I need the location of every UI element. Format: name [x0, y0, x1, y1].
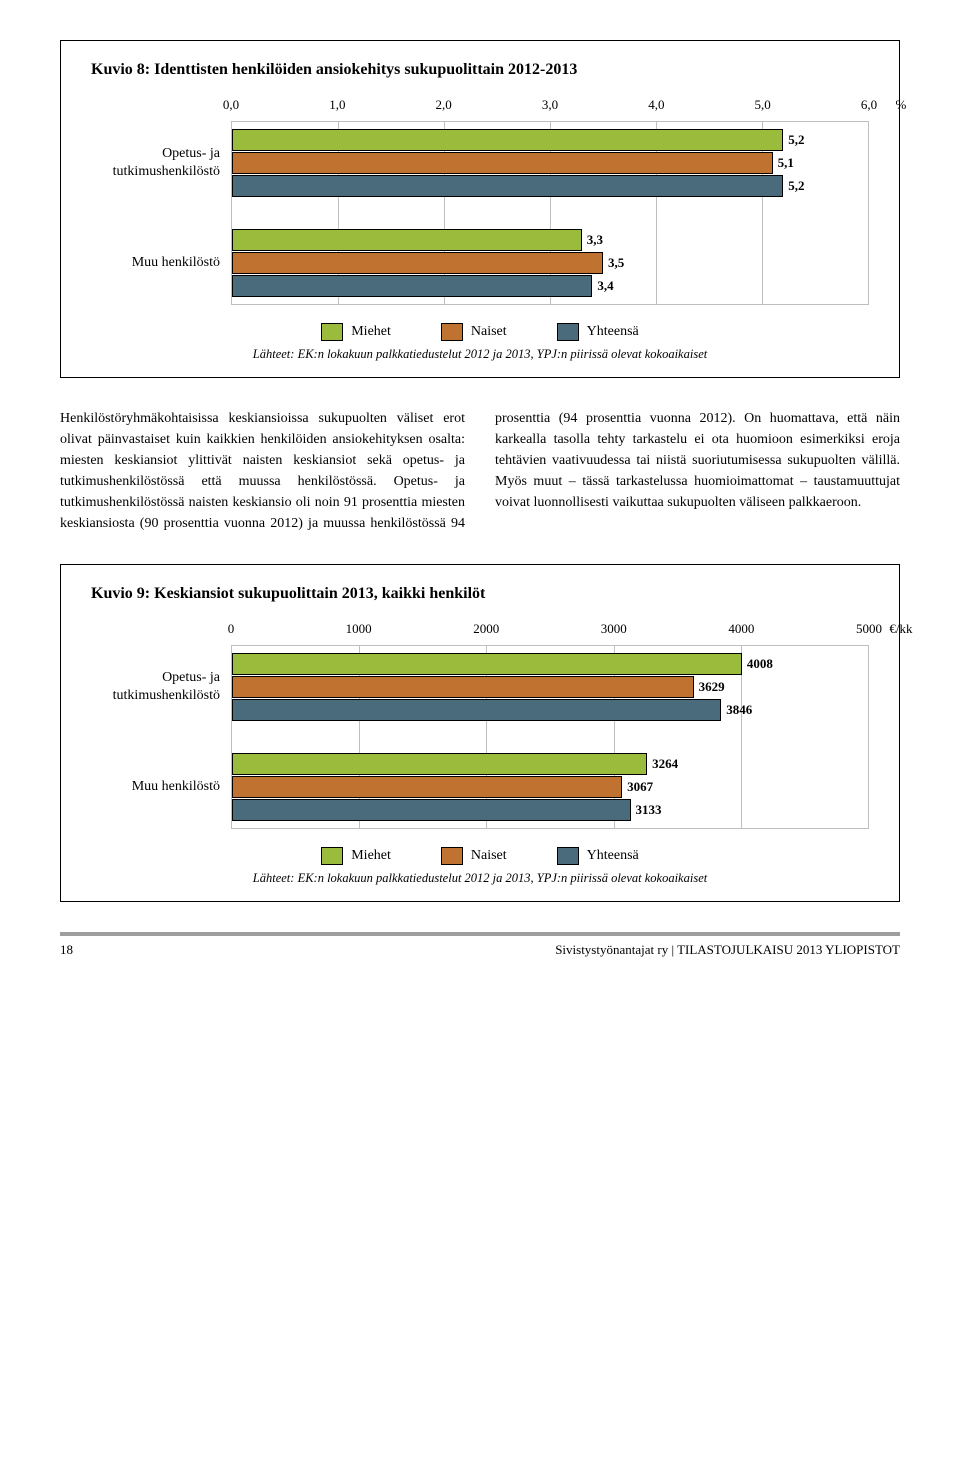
bar-naiset: 3067: [232, 776, 622, 798]
bar-row: 3846: [232, 699, 868, 721]
bar-miehet: 3264: [232, 753, 647, 775]
bar-yhteensa: 3133: [232, 799, 631, 821]
legend-swatch: [557, 847, 579, 865]
legend-label: Miehet: [351, 848, 391, 864]
legend-label: Naiset: [471, 324, 507, 340]
category-group: Opetus- jatutkimushenkilöstö400836293846: [232, 646, 868, 728]
bar-yhteensa: 5,2: [232, 175, 783, 197]
chart-9: Kuvio 9: Keskiansiot sukupuolittain 2013…: [60, 564, 900, 902]
bar-value-label: 3133: [630, 802, 662, 818]
chart-9-legend: Miehet Naiset Yhteensä: [91, 847, 869, 865]
bar-row: 3,5: [232, 252, 868, 274]
category-group: Opetus- jatutkimushenkilöstö5,25,15,2: [232, 122, 868, 204]
bar-row: 3629: [232, 676, 868, 698]
bar-miehet: 3,3: [232, 229, 582, 251]
category-label: Opetus- jatutkimushenkilöstö: [90, 145, 232, 181]
category-label: Muu henkilöstö: [90, 778, 232, 796]
chart-9-source: Lähteet: EK:n lokakuun palkkatiedustelut…: [91, 871, 869, 886]
legend-item-naiset: Naiset: [441, 323, 507, 341]
bar-value-label: 3,5: [602, 255, 624, 271]
body-paragraph: Henkilöstöryhmäkohtaisissa keskiansioiss…: [60, 408, 900, 534]
chart-8: Kuvio 8: Identtisten henkilöiden ansioke…: [60, 40, 900, 378]
bar-value-label: 3846: [720, 702, 752, 718]
bar-value-label: 5,2: [782, 178, 804, 194]
x-tick: 5000: [856, 621, 882, 637]
bar-row: 3067: [232, 776, 868, 798]
x-tick: 3000: [601, 621, 627, 637]
category-gap: [232, 728, 868, 746]
legend-item-naiset: Naiset: [441, 847, 507, 865]
chart-8-x-axis: 0,01,02,03,04,05,06,0%: [231, 97, 869, 121]
chart-8-legend: Miehet Naiset Yhteensä: [91, 323, 869, 341]
bar-value-label: 3,3: [581, 232, 603, 248]
chart-8-title: Kuvio 8: Identtisten henkilöiden ansioke…: [91, 61, 869, 79]
x-tick: 3,0: [542, 97, 558, 113]
bar-miehet: 4008: [232, 653, 742, 675]
footer-publication: Sivistystyönantajat ry | TILASTOJULKAISU…: [555, 942, 900, 958]
chart-9-x-axis: 010002000300040005000€/kk: [231, 621, 869, 645]
x-tick: 2000: [473, 621, 499, 637]
page-number: 18: [60, 942, 73, 958]
bar-yhteensa: 3846: [232, 699, 721, 721]
category-label: Muu henkilöstö: [90, 254, 232, 272]
x-tick: 2,0: [436, 97, 452, 113]
bar-row: 5,2: [232, 175, 868, 197]
bar-value-label: 5,1: [772, 155, 794, 171]
legend-label: Miehet: [351, 324, 391, 340]
x-tick: 1,0: [329, 97, 345, 113]
category-group: Muu henkilöstö3,33,53,4: [232, 222, 868, 304]
x-tick: 1000: [346, 621, 372, 637]
bar-value-label: 3,4: [591, 278, 613, 294]
gridline: [868, 646, 869, 828]
page-footer: 18 Sivistystyönantajat ry | TILASTOJULKA…: [60, 932, 900, 958]
bar-value-label: 3264: [646, 756, 678, 772]
bar-naiset: 5,1: [232, 152, 773, 174]
legend-item-yhteensa: Yhteensä: [557, 847, 639, 865]
bar-row: 5,1: [232, 152, 868, 174]
legend-label: Naiset: [471, 848, 507, 864]
x-tick: 0: [228, 621, 235, 637]
x-tick: 4000: [728, 621, 754, 637]
bar-value-label: 4008: [741, 656, 773, 672]
bar-naiset: 3629: [232, 676, 694, 698]
footer-rule: [60, 932, 900, 936]
bar-miehet: 5,2: [232, 129, 783, 151]
legend-item-miehet: Miehet: [321, 847, 391, 865]
bar-row: 3,3: [232, 229, 868, 251]
bar-yhteensa: 3,4: [232, 275, 592, 297]
category-label: Opetus- jatutkimushenkilöstö: [90, 669, 232, 705]
bar-row: 5,2: [232, 129, 868, 151]
legend-item-yhteensa: Yhteensä: [557, 323, 639, 341]
chart-8-plot: Opetus- jatutkimushenkilöstö5,25,15,2 Muu…: [231, 121, 869, 305]
x-axis-unit: %: [895, 97, 906, 113]
bar-row: 4008: [232, 653, 868, 675]
bar-naiset: 3,5: [232, 252, 603, 274]
legend-swatch: [321, 847, 343, 865]
legend-swatch: [441, 323, 463, 341]
legend-label: Yhteensä: [587, 848, 639, 864]
x-tick: 4,0: [648, 97, 664, 113]
legend-item-miehet: Miehet: [321, 323, 391, 341]
legend-swatch: [441, 847, 463, 865]
bar-value-label: 3629: [693, 679, 725, 695]
bar-row: 3,4: [232, 275, 868, 297]
x-tick: 0,0: [223, 97, 239, 113]
bar-row: 3133: [232, 799, 868, 821]
gridline: [868, 122, 869, 304]
legend-swatch: [321, 323, 343, 341]
category-group: Muu henkilöstö326430673133: [232, 746, 868, 828]
bar-value-label: 5,2: [782, 132, 804, 148]
chart-8-source: Lähteet: EK:n lokakuun palkkatiedustelut…: [91, 347, 869, 362]
legend-label: Yhteensä: [587, 324, 639, 340]
bar-row: 3264: [232, 753, 868, 775]
chart-9-plot: Opetus- jatutkimushenkilöstö400836293846…: [231, 645, 869, 829]
x-axis-unit: €/kk: [889, 621, 912, 637]
x-tick: 5,0: [755, 97, 771, 113]
legend-swatch: [557, 323, 579, 341]
x-tick: 6,0: [861, 97, 877, 113]
chart-9-title: Kuvio 9: Keskiansiot sukupuolittain 2013…: [91, 585, 869, 603]
bar-value-label: 3067: [621, 779, 653, 795]
